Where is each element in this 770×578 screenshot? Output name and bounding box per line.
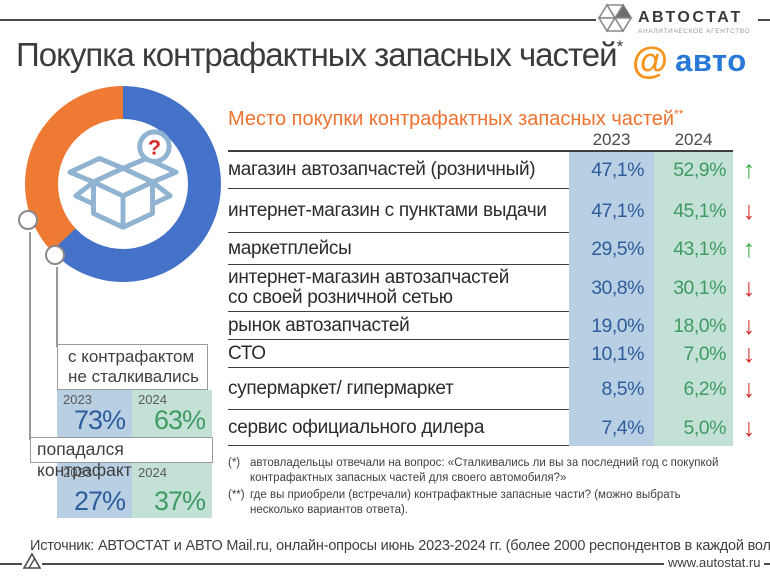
stat-cell-2023: 2023 73% (57, 390, 132, 437)
percent-value: 73% (73, 405, 126, 435)
not-encountered-cells: 2023 73% 2024 63% (57, 390, 212, 437)
trend-arrow: ↑ (742, 156, 756, 184)
value-2023-cell: 7,4% (569, 410, 654, 446)
value-2024-cell: 43,1% (654, 233, 733, 265)
year-header-2024: 2024 (674, 130, 713, 149)
donut-hole: ? (58, 119, 188, 249)
trend-arrow: ↓ (742, 196, 756, 225)
value-2023-cell: 8,5% (569, 368, 654, 410)
footnote-mark: (**) (228, 488, 245, 501)
autostat-triangles-icon (597, 3, 633, 33)
autostat-logo: АВТОСТАТ АНАЛИТИЧЕСКОЕ АГЕНТСТВО (596, 1, 750, 37)
percent-value: 27% (73, 486, 126, 516)
table-top-border (228, 150, 733, 152)
purchase-table-title-text: Место покупки контрафактных запасных час… (228, 108, 675, 130)
trend-arrow: ↓ (742, 339, 756, 368)
footnote-mark: (*) (228, 457, 241, 469)
trend-arrow: ↓ (742, 274, 756, 302)
not-encountered-label-box: с контрафактом не сталкивались (57, 344, 208, 390)
leader-dot-not-encountered (45, 245, 65, 265)
footnote-text: автовладельцы отвечали на вопрос: «Сталк… (250, 457, 719, 484)
stat-cell-2023: 2023 27% (57, 463, 132, 518)
table-row-label: СТО (228, 340, 569, 368)
value-2023-cell: 47,1% (569, 152, 654, 189)
table-row-label: маркетплейсы (228, 233, 569, 265)
value-2023-cell: 47,1% (569, 189, 654, 233)
title-footnote-mark: * (616, 37, 624, 56)
purchase-table: магазин автозапчастей (розничный) 47,1% … (228, 152, 765, 446)
auto-mailru-logo: @ авто (632, 42, 747, 79)
encountered-cells: 2023 27% 2024 37% (57, 463, 212, 518)
value-2024-cell: 30,1% (654, 265, 733, 312)
trend-arrow: ↓ (742, 413, 756, 442)
leader-dot-encountered (18, 210, 38, 230)
value-2023-cell: 30,8% (569, 265, 654, 312)
mailru-at-icon: @ (632, 40, 669, 81)
page-title: Покупка контрафактных запасных частей* (16, 36, 624, 74)
value-2024-cell: 45,1% (654, 189, 733, 233)
top-divider (0, 19, 596, 21)
percent-value: 63% (153, 405, 206, 435)
value-2024-cell: 5,0% (654, 410, 733, 446)
website-text: www.autostat.ru (668, 555, 761, 570)
purchase-table-title: Место покупки контрафактных запасных час… (228, 107, 683, 131)
trend-arrow: ↓ (742, 311, 756, 340)
footnote-text: где вы приобрели (встречали) контрафактн… (250, 488, 681, 516)
automail-wordmark: авто (675, 43, 747, 78)
autostat-name: АВТОСТАТ (638, 9, 743, 26)
value-2023-cell: 10,1% (569, 340, 654, 368)
year-label: 2023 (63, 465, 92, 480)
table-row-label: сервис официального дилера (228, 410, 569, 446)
leader-line-encountered (29, 232, 31, 440)
value-2024-cell: 6,2% (654, 368, 733, 410)
footnote-item: (**) где вы приобрели (встречали) контра… (228, 488, 758, 518)
value-2024-cell: 18,0% (654, 312, 733, 340)
bottom-divider-right (764, 563, 770, 565)
open-box-question-icon: ? (67, 129, 179, 230)
svg-text:?: ? (148, 135, 161, 160)
table-title-footnote-mark: ** (674, 107, 684, 121)
stat-cell-2024: 2024 63% (132, 390, 212, 437)
autostat-subtitle: АНАЛИТИЧЕСКОЕ АГЕНТСТВО (638, 28, 751, 35)
year-label: 2024 (138, 392, 167, 407)
percent-value: 37% (153, 486, 206, 516)
year-header-2023: 2023 (592, 130, 631, 149)
year-label: 2024 (138, 465, 167, 480)
table-row-label: интернет-магазин автозапчастей со своей … (228, 265, 569, 312)
footnote-item: (*) автовладельцы отвечали на вопрос: «С… (228, 456, 758, 486)
value-2024-cell: 52,9% (654, 152, 733, 189)
table-row-label: магазин автозапчастей (розничный) (228, 152, 569, 189)
table-row-label: рынок автозапчастей (228, 312, 569, 340)
encountered-label-box: попадался контрафакт (30, 437, 213, 480)
footnotes: (*) автовладельцы отвечали на вопрос: «С… (228, 456, 758, 520)
bottom-divider (0, 563, 664, 565)
source-text: Источник: АВТОСТАТ и АВТО Mail.ru, онлай… (30, 538, 770, 554)
leader-line-not-encountered (56, 267, 58, 347)
top-divider-right (758, 19, 770, 21)
trend-arrow: ↓ (742, 374, 756, 403)
table-row-label: супермаркет/ гипермаркет (228, 368, 569, 410)
page-title-text: Покупка контрафактных запасных частей (16, 36, 618, 73)
trend-arrow: ↑ (742, 234, 756, 263)
value-2024-cell: 7,0% (654, 340, 733, 368)
year-label: 2023 (63, 392, 92, 407)
value-2023-cell: 19,0% (569, 312, 654, 340)
autostat-triangle-mark-icon (22, 552, 42, 570)
value-2023-cell: 29,5% (569, 233, 654, 265)
table-row-label: интернет-магазин с пунктами выдачи (228, 189, 569, 233)
stat-cell-2024: 2024 37% (132, 463, 212, 518)
